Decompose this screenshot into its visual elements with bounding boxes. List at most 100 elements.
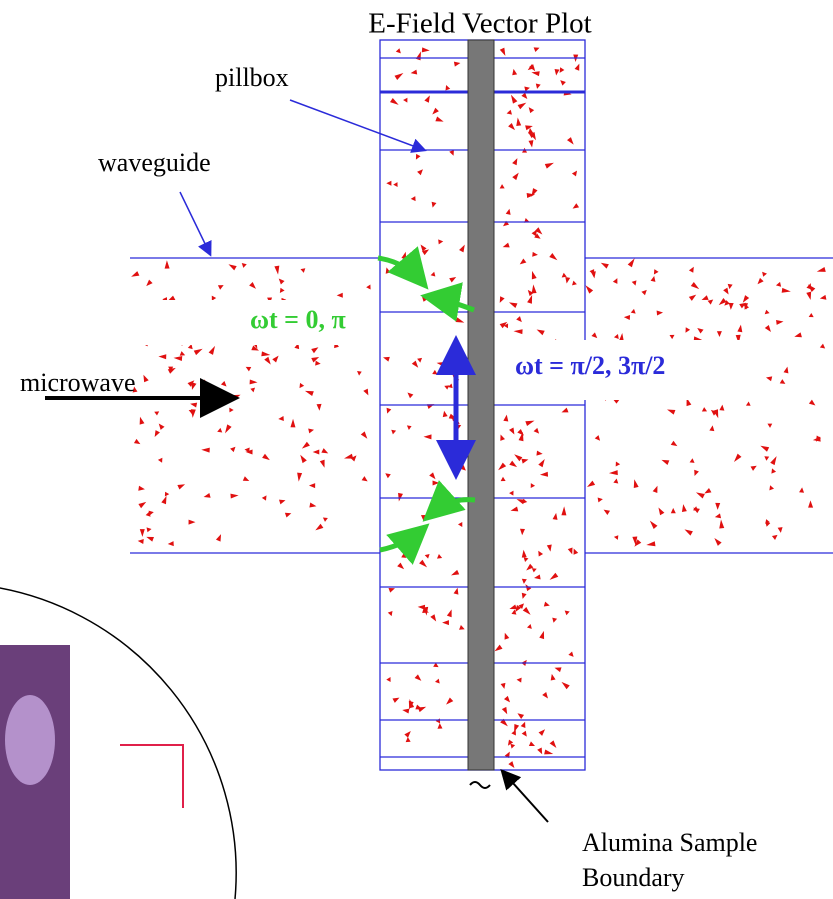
- field-vector: [165, 260, 170, 268]
- field-vector: [386, 677, 390, 682]
- field-vector: [425, 554, 430, 559]
- field-vector: [614, 535, 618, 540]
- field-vector: [512, 173, 519, 181]
- field-vector: [765, 325, 771, 332]
- field-vector: [737, 325, 742, 333]
- field-vector: [297, 473, 302, 482]
- field-vector: [357, 371, 362, 376]
- field-vector: [531, 71, 539, 76]
- field-vector: [302, 442, 310, 449]
- field-vector: [242, 263, 247, 268]
- field-vector: [820, 295, 827, 300]
- field-vector: [799, 487, 804, 492]
- field-vector: [146, 280, 152, 286]
- field-vector: [534, 47, 540, 52]
- field-vector: [513, 329, 522, 334]
- field-vector: [522, 550, 527, 558]
- field-vector: [155, 430, 160, 437]
- field-vector: [715, 503, 720, 510]
- label: ωt = π/2, 3π/2: [515, 351, 665, 380]
- field-vector: [228, 264, 236, 270]
- field-vector: [168, 541, 174, 546]
- field-vector: [385, 473, 391, 478]
- field-vector: [808, 500, 813, 507]
- field-vector: [809, 313, 814, 317]
- field-vector: [411, 196, 416, 201]
- field-vector: [300, 455, 307, 463]
- field-vector: [510, 744, 515, 749]
- field-vector: [158, 458, 162, 463]
- field-vector: [225, 424, 232, 433]
- field-vector: [771, 468, 776, 473]
- field-vector: [522, 731, 527, 737]
- field-vector: [229, 408, 233, 413]
- field-vector: [387, 408, 392, 414]
- field-vector: [401, 252, 406, 260]
- field-vector: [587, 481, 595, 487]
- field-vector: [746, 401, 751, 405]
- field-vector: [817, 267, 826, 272]
- field-vector: [249, 282, 256, 289]
- field-vector: [443, 411, 448, 417]
- field-vector: [521, 93, 527, 99]
- field-vector: [449, 277, 456, 282]
- field-vector: [550, 573, 559, 580]
- arrow: [503, 772, 548, 822]
- field-vector: [230, 447, 235, 452]
- field-vector: [411, 70, 418, 75]
- field-vector: [525, 125, 533, 130]
- field-vector: [366, 285, 370, 290]
- field-vector: [424, 95, 429, 102]
- field-vector: [140, 529, 145, 537]
- field-vector: [767, 424, 772, 428]
- field-vector: [221, 381, 227, 387]
- field-vector: [538, 551, 543, 557]
- field-vector: [544, 750, 553, 755]
- field-vector: [532, 271, 537, 279]
- field-vector: [529, 107, 534, 113]
- field-vector: [429, 472, 435, 479]
- field-vector: [498, 463, 506, 471]
- field-vector: [527, 295, 532, 304]
- field-vector: [311, 347, 318, 353]
- field-vector: [321, 448, 328, 453]
- field-vector: [568, 651, 573, 656]
- field-vector: [561, 682, 569, 689]
- field-vector: [591, 332, 597, 338]
- field-vector: [708, 299, 714, 304]
- field-vector: [437, 362, 445, 367]
- field-vector: [454, 588, 459, 595]
- field-vector: [449, 150, 454, 156]
- field-vector: [560, 80, 566, 86]
- field-vector: [323, 518, 328, 522]
- field-vector: [534, 428, 540, 434]
- field-vector: [204, 379, 210, 388]
- field-vector: [631, 309, 636, 314]
- field-vector: [361, 431, 368, 438]
- field-vector: [447, 609, 452, 617]
- field-vector: [363, 389, 368, 396]
- field-vector: [511, 730, 516, 736]
- field-vector: [309, 483, 315, 488]
- field-vector: [614, 334, 619, 339]
- field-vector: [574, 548, 579, 554]
- field-vector: [386, 181, 391, 186]
- field-vector: [165, 492, 169, 497]
- field-vector: [719, 405, 724, 411]
- field-vector: [456, 317, 465, 322]
- field-vector: [520, 529, 525, 535]
- field-vector: [654, 269, 659, 274]
- field-vector: [154, 411, 159, 415]
- field-vector: [595, 435, 600, 441]
- field-vector: [729, 303, 734, 310]
- field-vector: [418, 605, 425, 610]
- alumina-sample: [468, 40, 494, 770]
- field-vector: [534, 574, 541, 579]
- field-vector: [503, 243, 510, 248]
- label: Alumina Sample: [582, 828, 757, 857]
- corner-mark: [120, 745, 183, 808]
- field-vector: [685, 327, 690, 333]
- field-vector: [290, 419, 295, 428]
- field-vector: [386, 267, 391, 273]
- field-vector: [308, 428, 314, 433]
